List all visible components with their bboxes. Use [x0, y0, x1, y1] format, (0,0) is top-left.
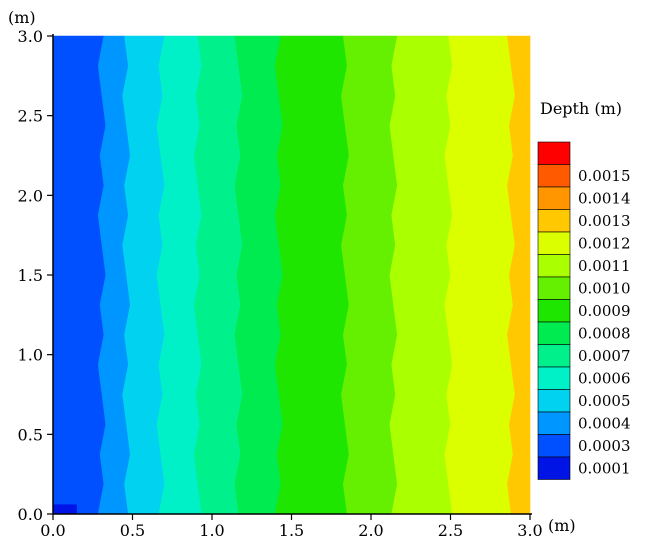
colorbar-swatch — [538, 390, 570, 413]
contour-band — [341, 36, 397, 514]
x-tick-label: 1.0 — [199, 521, 224, 540]
x-tick-label: 2.0 — [358, 521, 383, 540]
contour-band — [157, 36, 202, 514]
x-axis-unit-label: (m) — [548, 516, 576, 535]
colorbar-label: 0.0003 — [578, 437, 631, 455]
colorbar-swatch — [538, 412, 570, 435]
colorbar-swatch — [538, 345, 570, 368]
colorbar-label: 0.0011 — [578, 257, 631, 275]
colorbar-label: 0.0010 — [578, 279, 631, 297]
x-tick-label: 1.5 — [279, 521, 304, 540]
colorbar-label: 0.0006 — [578, 369, 631, 387]
colorbar-swatch — [538, 277, 570, 300]
y-tick-label: 0.5 — [18, 425, 43, 444]
colorbar-label: 0.0007 — [578, 347, 631, 365]
colorbar-swatch — [538, 210, 570, 233]
x-axis: 0.0 0.5 1.0 1.5 2.0 2.5 3.0 — [40, 514, 542, 540]
colorbar-swatch — [538, 435, 570, 458]
colorbar-label: 0.0001 — [578, 459, 631, 477]
x-tick-label: 3.0 — [517, 521, 542, 540]
colorbar-label: 0.0014 — [578, 189, 631, 207]
y-tick-label: 1.0 — [18, 346, 43, 365]
colorbar-label: 0.0012 — [578, 234, 631, 252]
contour-band — [445, 36, 515, 514]
colorbar-label: 0.0004 — [578, 414, 631, 432]
colorbar-swatch — [538, 142, 570, 165]
colorbar-label: 0.0005 — [578, 392, 631, 410]
colorbar-swatch — [538, 187, 570, 210]
colorbar-label: 0.0009 — [578, 302, 631, 320]
x-tick-label: 2.5 — [438, 521, 463, 540]
colorbar-swatch — [538, 255, 570, 278]
y-tick-label: 1.5 — [18, 266, 43, 285]
y-tick-label: 2.5 — [18, 107, 43, 126]
plot-area — [53, 36, 530, 514]
colorbar-swatch — [538, 367, 570, 390]
colorbar-legend: Depth (m) 0.0015 0.0014 0.0013 0.0012 0.0011… — [538, 99, 631, 480]
colorbar-swatch — [538, 457, 570, 480]
contour-band — [194, 36, 242, 514]
colorbar-swatch — [538, 322, 570, 345]
y-axis: 0.0 0.5 1.0 1.5 2.0 2.5 3.0 — [18, 27, 53, 524]
contour-corner-patch — [53, 504, 77, 514]
colorbar-label: 0.0008 — [578, 324, 631, 342]
contour-band — [390, 36, 453, 514]
colorbar-swatch — [538, 165, 570, 188]
colorbar-label: 0.0013 — [578, 212, 631, 230]
y-tick-label: 0.0 — [18, 505, 43, 524]
y-tick-label: 3.0 — [18, 27, 43, 46]
x-tick-label: 0.0 — [40, 521, 65, 540]
colorbar-swatch — [538, 232, 570, 255]
y-axis-unit-label: (m) — [8, 8, 36, 27]
contour-band — [235, 36, 283, 514]
colorbar-swatch — [538, 300, 570, 323]
contour-band — [275, 36, 349, 514]
y-tick-label: 2.0 — [18, 186, 43, 205]
x-tick-label: 0.5 — [120, 521, 145, 540]
contour-band — [53, 36, 106, 514]
colorbar-title: Depth (m) — [540, 99, 622, 118]
colorbar-label: 0.0015 — [578, 167, 631, 185]
